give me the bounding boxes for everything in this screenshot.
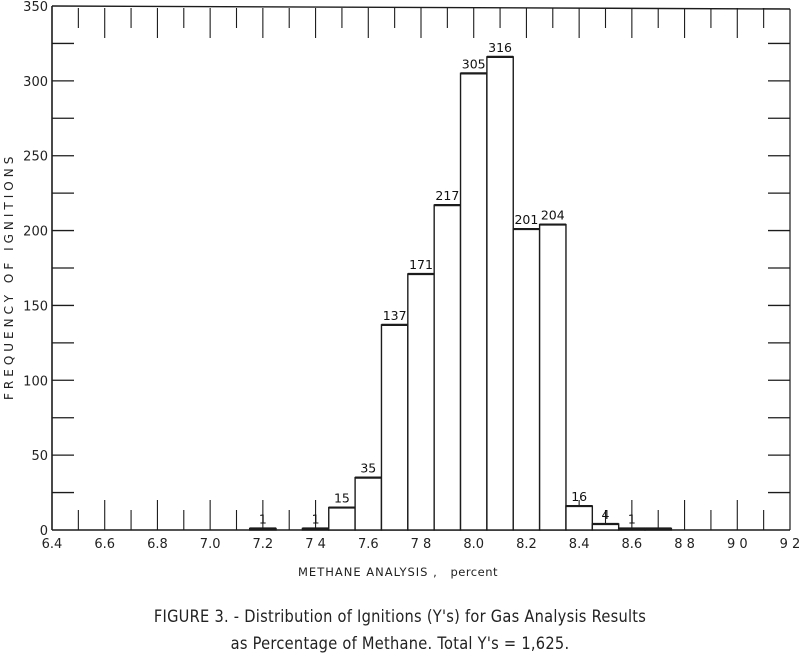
bar-value-label: 217 (435, 188, 459, 203)
y-tick-label: 150 (23, 299, 48, 314)
x-tick-label: 8 8 (674, 537, 695, 552)
x-tick-label: 8.4 (569, 537, 590, 552)
histogram-bar (407, 273, 435, 531)
y-axis-label: FREQUENCY OF IGNITIONS (2, 153, 16, 400)
x-tick-label: 9 0 (727, 537, 748, 552)
bar-value-label: 305 (462, 56, 486, 71)
y-tick-label: 100 (23, 374, 48, 389)
histogram-bar (459, 72, 488, 531)
histogram-bar (512, 228, 541, 531)
bar-value-label: 204 (541, 208, 565, 223)
bar-value-label: 1 (259, 512, 267, 527)
x-tick-label: 6.4 (42, 537, 63, 552)
figure-caption-line-1: FIGURE 3. - Distribution of Ignitions (Y… (153, 607, 647, 627)
y-tick-label: 350 (23, 0, 48, 15)
x-tick-label: 7.0 (200, 537, 221, 552)
x-tick-label: 8.2 (516, 537, 537, 552)
x-axis-label: METHANE ANALYSIS , percent (298, 565, 498, 579)
y-tick-label: 200 (23, 225, 48, 240)
figure-caption-line-2: as Percentage of Methane. Total Y's = 1,… (230, 634, 570, 654)
y-tick-label: 300 (23, 75, 48, 90)
x-axis-label-main: METHANE ANALYSIS , (298, 565, 438, 579)
x-tick-label: 7.6 (358, 537, 379, 552)
bar-value-label: 171 (409, 257, 433, 272)
x-tick-label: 8.0 (463, 537, 484, 552)
y-tick-label: 50 (31, 449, 48, 464)
bar-value-label: 1 (312, 512, 320, 527)
histogram-bar (538, 223, 567, 531)
bar-value-label: 16 (571, 489, 587, 504)
x-tick-label: 7 8 (411, 537, 432, 552)
x-tick-label: 9 2 (780, 537, 800, 552)
histogram-bar (380, 324, 409, 531)
bar-value-label: 201 (514, 212, 538, 227)
top-border-line (51, 5, 791, 10)
bar-value-label: 316 (488, 40, 512, 55)
histogram-bar (486, 56, 514, 531)
histogram-bar (433, 204, 462, 531)
bar-value-label: 137 (383, 308, 407, 323)
x-tick-label: 6.8 (147, 537, 168, 552)
bar-value-label: 35 (360, 461, 376, 476)
y-axis-ticks: 0 50 100 150 200 250 300 350 (23, 0, 790, 539)
x-tick-label: 7 4 (305, 537, 326, 552)
x-axis-label-unit: percent (450, 565, 498, 579)
x-tick-label: 6.6 (94, 537, 115, 552)
histogram-bar (354, 476, 383, 531)
histogram-bar (328, 506, 356, 531)
histogram-bar (565, 505, 594, 531)
bar-value-label: 1 (628, 512, 636, 527)
bar-value-label: 15 (334, 491, 350, 506)
histogram-chart: 0 50 100 150 200 250 300 350 6.4 6.6 6.8 7.0 7.2 7 4… (2, 0, 800, 579)
x-tick-label: 7.2 (253, 537, 274, 552)
bar-value-label: 4 (602, 507, 610, 522)
y-tick-label: 250 (23, 150, 48, 165)
x-tick-label: 8.6 (622, 537, 643, 552)
y-tick-label: 0 (40, 524, 48, 539)
